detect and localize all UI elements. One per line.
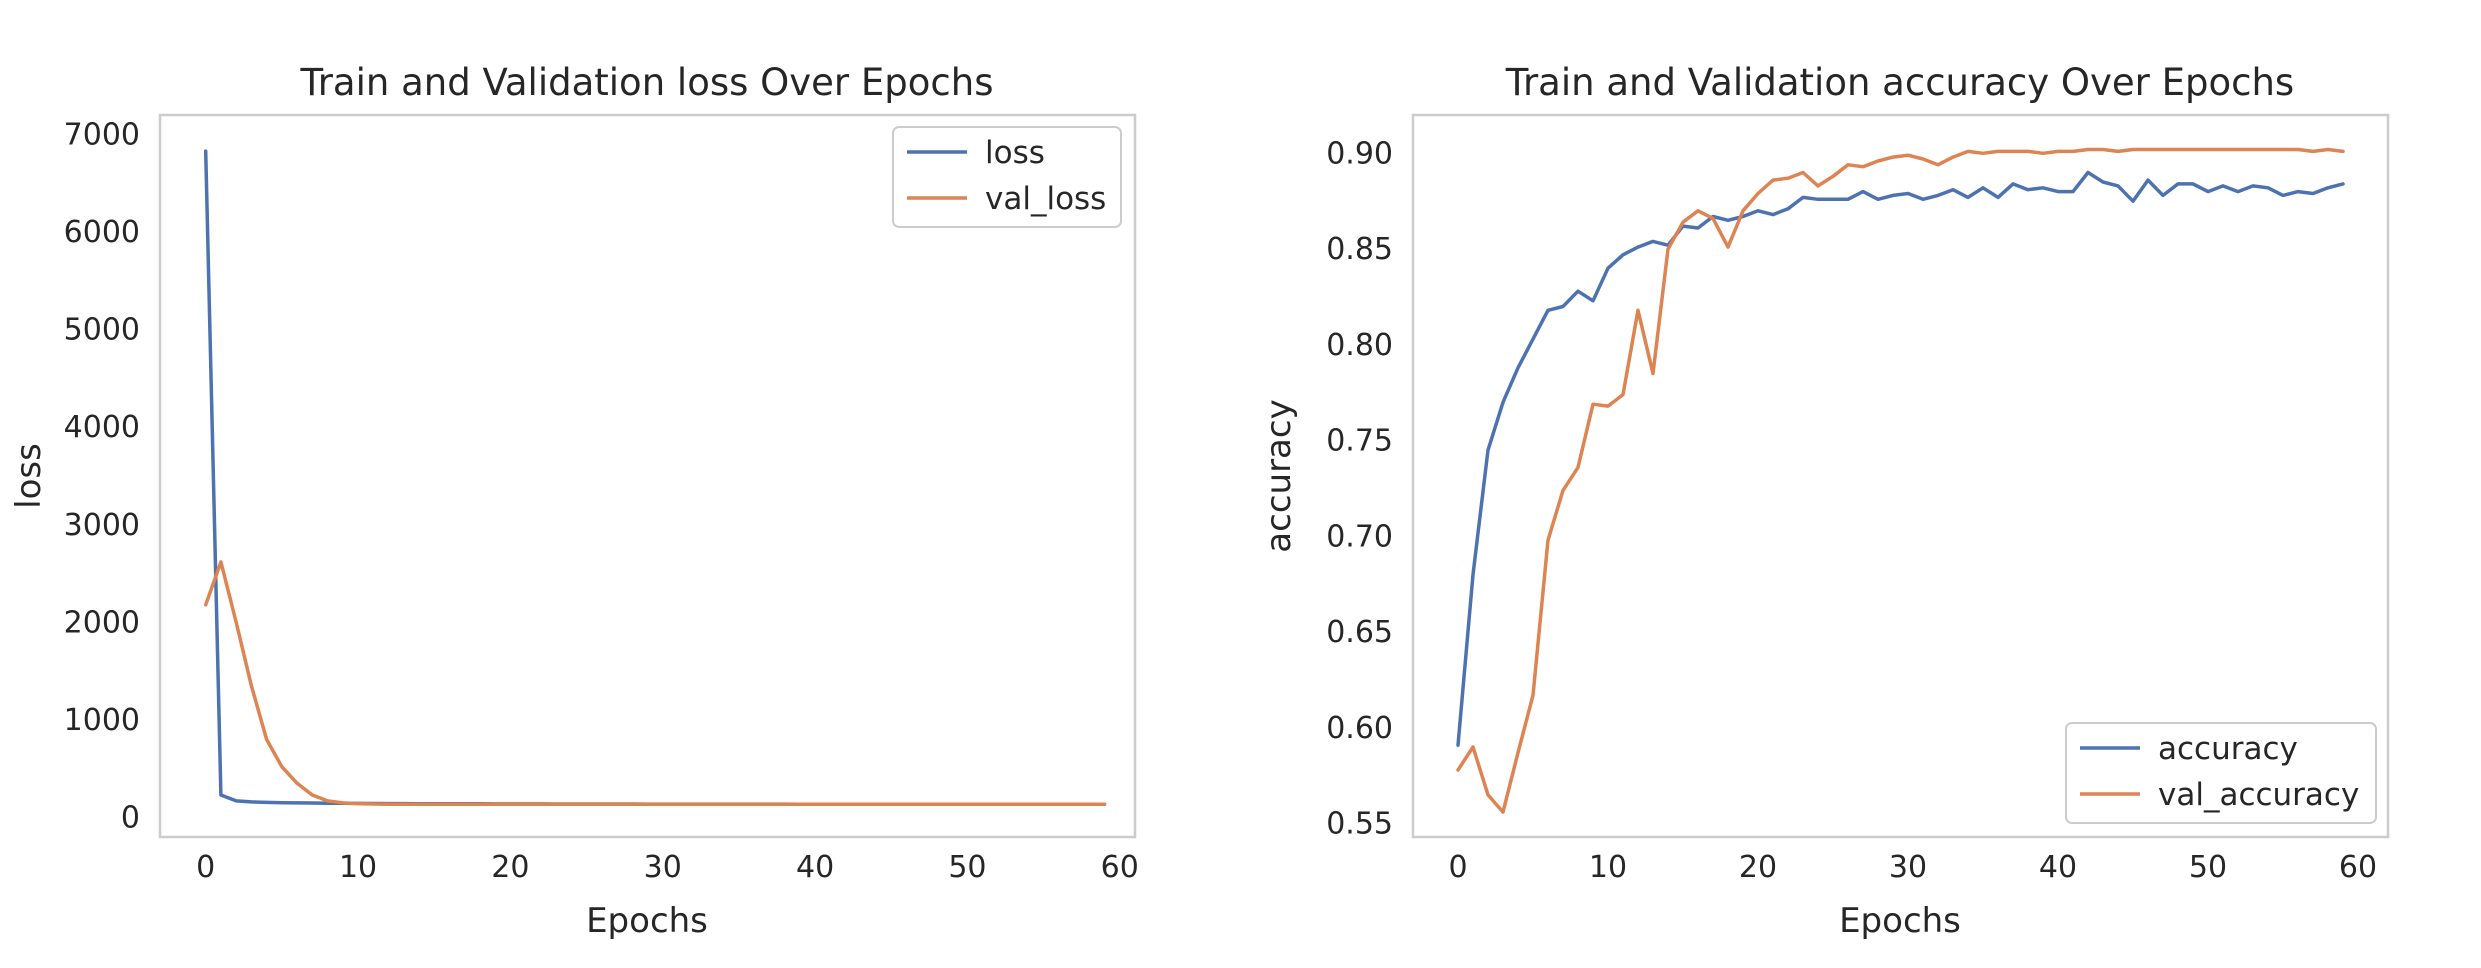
loss-y-tick-label: 7000 bbox=[64, 118, 140, 153]
loss-legend: loss val_loss bbox=[892, 126, 1122, 228]
accuracy-x-tick-label: 50 bbox=[2189, 850, 2227, 885]
accuracy-series-accuracy bbox=[1456, 170, 2345, 747]
loss-y-ticks: 0 1000 2000 3000 4000 5000 6000 7000 bbox=[64, 118, 140, 836]
accuracy-x-ticks: 0 10 20 30 40 50 60 bbox=[1448, 850, 2377, 885]
loss-x-axis-label: Epochs bbox=[586, 901, 708, 941]
loss-x-tick-label: 40 bbox=[796, 850, 834, 885]
loss-plot-frame bbox=[158, 113, 1137, 839]
accuracy-y-tick-label: 0.85 bbox=[1326, 232, 1393, 267]
accuracy-y-tick-label: 0.80 bbox=[1326, 328, 1393, 363]
loss-series-loss bbox=[203, 149, 1107, 806]
loss-x-ticks: 0 10 20 30 40 50 60 bbox=[196, 850, 1139, 885]
loss-y-axis-label: loss bbox=[9, 443, 49, 509]
loss-x-tick-label: 0 bbox=[196, 850, 215, 885]
accuracy-y-ticks: 0.55 0.60 0.65 0.70 0.75 0.80 0.85 0.90 bbox=[1326, 136, 1393, 841]
loss-chart-title: Train and Validation loss Over Epochs bbox=[300, 61, 994, 104]
loss-y-tick-label: 0 bbox=[121, 800, 140, 835]
accuracy-y-axis-label: accuracy bbox=[1259, 399, 1299, 552]
loss-x-tick-label: 50 bbox=[948, 850, 986, 885]
accuracy-x-tick-label: 60 bbox=[2339, 850, 2377, 885]
accuracy-x-tick-label: 40 bbox=[2039, 850, 2077, 885]
loss-y-tick-label: 2000 bbox=[64, 605, 140, 640]
loss-x-tick-label: 10 bbox=[339, 850, 377, 885]
accuracy-x-tick-label: 0 bbox=[1448, 850, 1467, 885]
accuracy-series-lines bbox=[1456, 147, 2345, 814]
accuracy-plot-frame bbox=[1411, 113, 2390, 839]
accuracy-y-tick-label: 0.90 bbox=[1326, 136, 1393, 171]
loss-legend-label: val_loss bbox=[985, 181, 1106, 217]
accuracy-y-tick-label: 0.75 bbox=[1326, 424, 1393, 459]
accuracy-x-tick-label: 20 bbox=[1739, 850, 1777, 885]
loss-y-tick-label: 5000 bbox=[64, 313, 140, 348]
loss-chart-panel: Train and Validation loss Over Epochs Ep… bbox=[9, 61, 1139, 941]
accuracy-series-val-accuracy bbox=[1456, 147, 2345, 814]
accuracy-chart-title: Train and Validation accuracy Over Epoch… bbox=[1505, 61, 2294, 104]
accuracy-y-tick-label: 0.70 bbox=[1326, 519, 1393, 554]
accuracy-legend-label: val_accuracy bbox=[2158, 777, 2359, 813]
loss-legend-label: loss bbox=[985, 135, 1045, 171]
accuracy-legend-label: accuracy bbox=[2158, 731, 2298, 767]
accuracy-x-tick-label: 10 bbox=[1589, 850, 1627, 885]
loss-y-tick-label: 3000 bbox=[64, 508, 140, 543]
accuracy-y-tick-label: 0.60 bbox=[1326, 711, 1393, 746]
accuracy-y-tick-label: 0.55 bbox=[1326, 807, 1393, 842]
loss-x-tick-label: 20 bbox=[491, 850, 529, 885]
accuracy-y-tick-label: 0.65 bbox=[1326, 615, 1393, 650]
accuracy-x-axis-label: Epochs bbox=[1839, 901, 1961, 941]
loss-x-tick-label: 60 bbox=[1101, 850, 1139, 885]
accuracy-legend: accuracy val_accuracy bbox=[2065, 722, 2377, 824]
accuracy-legend-box bbox=[2065, 722, 2377, 824]
loss-y-tick-label: 1000 bbox=[64, 703, 140, 738]
loss-y-tick-label: 6000 bbox=[64, 215, 140, 250]
accuracy-x-tick-label: 30 bbox=[1889, 850, 1927, 885]
accuracy-chart-panel: Train and Validation accuracy Over Epoch… bbox=[1259, 61, 2390, 941]
loss-series-lines bbox=[203, 149, 1107, 807]
loss-series-val-loss bbox=[203, 560, 1107, 807]
loss-x-tick-label: 30 bbox=[644, 850, 682, 885]
loss-y-tick-label: 4000 bbox=[64, 410, 140, 445]
